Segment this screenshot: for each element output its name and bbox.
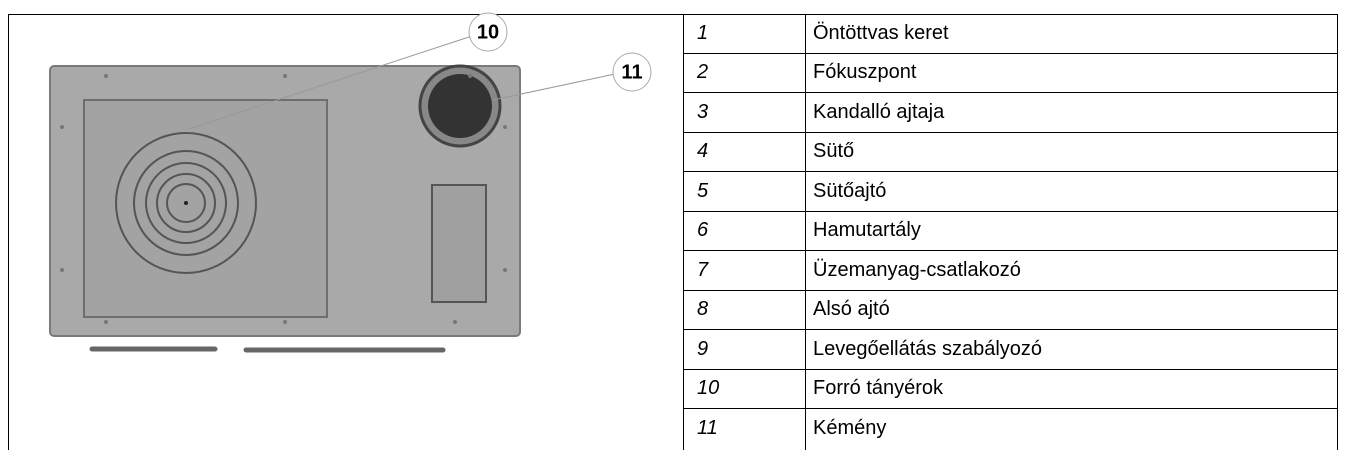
part-name: Sütő xyxy=(813,140,855,163)
column-divider xyxy=(683,14,684,450)
part-number: 6 xyxy=(697,219,709,242)
callout-label: 11 xyxy=(621,61,642,83)
part-name: Hamutartály xyxy=(813,219,921,242)
table-row: 7 Üzemanyag-csatlakozó xyxy=(683,251,1338,291)
table-row: 9 Levegőellátás szabályozó xyxy=(683,330,1338,370)
table-row: 1 Öntöttvas keret xyxy=(683,14,1338,54)
part-number: 3 xyxy=(697,100,709,123)
part-number: 4 xyxy=(697,140,709,163)
part-name: Alsó ajtó xyxy=(813,298,890,321)
part-name: Forró tányérok xyxy=(813,377,944,400)
table-frame xyxy=(8,14,1338,450)
part-name: Levegőellátás szabályozó xyxy=(813,337,1043,360)
table-row: 10 Forró tányérok xyxy=(683,370,1338,409)
table-row: 2 Fókuszpont xyxy=(683,54,1338,93)
table-row: 8 Alsó ajtó xyxy=(683,291,1338,330)
part-name: Fókuszpont xyxy=(813,61,917,84)
stove-illustration: 10 11 xyxy=(49,12,652,353)
part-number: 9 xyxy=(697,337,709,360)
part-name: Üzemanyag-csatlakozó xyxy=(813,258,1021,281)
column-divider xyxy=(805,14,806,450)
part-number: 11 xyxy=(697,417,718,440)
table-row: 4 Sütő xyxy=(683,133,1338,172)
part-number: 5 xyxy=(697,179,709,202)
part-number: 8 xyxy=(697,298,709,321)
part-number: 10 xyxy=(697,377,720,400)
part-name: Sütőajtó xyxy=(813,179,887,202)
part-name: Kandalló ajtaja xyxy=(813,100,945,123)
part-name: Öntöttvas keret xyxy=(813,21,949,44)
callout-label: 10 xyxy=(477,21,499,43)
part-number: 1 xyxy=(697,21,709,44)
part-name: Kémény xyxy=(813,417,887,440)
table-row: 3 Kandalló ajtaja xyxy=(683,93,1338,133)
part-number: 2 xyxy=(697,61,709,84)
table-row: 6 Hamutartály xyxy=(683,212,1338,251)
table-row: 5 Sütőajtó xyxy=(683,172,1338,212)
table-row: 11 Kémény xyxy=(683,409,1338,449)
part-number: 7 xyxy=(697,258,709,281)
